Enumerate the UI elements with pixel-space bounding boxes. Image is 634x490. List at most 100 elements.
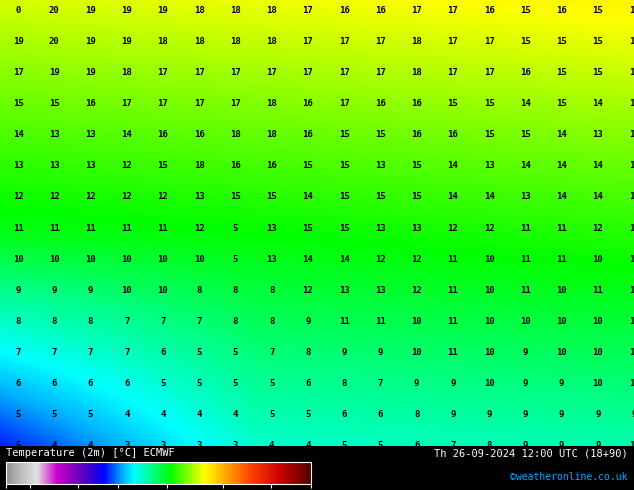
Text: 14: 14 — [484, 193, 495, 201]
Text: Th 26-09-2024 12:00 UTC (18+90): Th 26-09-2024 12:00 UTC (18+90) — [434, 448, 628, 458]
Text: 8: 8 — [233, 317, 238, 326]
Text: 15: 15 — [629, 99, 634, 108]
Text: 6: 6 — [342, 410, 347, 419]
Text: 16: 16 — [194, 130, 205, 139]
Text: 5: 5 — [269, 410, 275, 419]
Text: 6: 6 — [124, 379, 129, 388]
Text: 13: 13 — [629, 161, 634, 170]
Text: 4: 4 — [197, 410, 202, 419]
Text: 3: 3 — [197, 441, 202, 450]
Text: 18: 18 — [194, 37, 205, 46]
Text: 10: 10 — [411, 317, 422, 326]
Text: 16: 16 — [375, 99, 385, 108]
Text: 11: 11 — [520, 255, 531, 264]
Text: 11: 11 — [556, 255, 567, 264]
Text: 17: 17 — [13, 68, 23, 77]
Text: 17: 17 — [448, 37, 458, 46]
Text: 13: 13 — [194, 193, 205, 201]
Text: 13: 13 — [266, 223, 277, 233]
Text: 16: 16 — [556, 5, 567, 15]
Text: 15: 15 — [375, 193, 385, 201]
Text: 17: 17 — [158, 68, 168, 77]
Text: 11: 11 — [629, 286, 634, 295]
Text: 9: 9 — [414, 379, 419, 388]
Text: 14: 14 — [556, 193, 567, 201]
Text: 17: 17 — [158, 99, 168, 108]
Text: 5: 5 — [87, 410, 93, 419]
Text: 15: 15 — [592, 5, 603, 15]
Text: 3: 3 — [233, 441, 238, 450]
Text: 17: 17 — [484, 37, 495, 46]
Text: 3: 3 — [124, 441, 129, 450]
Text: 14: 14 — [520, 161, 531, 170]
Text: 9: 9 — [378, 348, 383, 357]
Text: 11: 11 — [339, 317, 349, 326]
Text: 20: 20 — [49, 5, 60, 15]
Text: 17: 17 — [448, 5, 458, 15]
Text: 5: 5 — [305, 410, 311, 419]
Text: 15: 15 — [339, 161, 349, 170]
Text: 19: 19 — [49, 68, 60, 77]
Text: 11: 11 — [448, 255, 458, 264]
Text: 14: 14 — [520, 99, 531, 108]
Text: 6: 6 — [378, 410, 383, 419]
Text: 10: 10 — [592, 379, 603, 388]
Text: 15: 15 — [49, 99, 60, 108]
Text: 6: 6 — [87, 379, 93, 388]
Text: 11: 11 — [49, 223, 60, 233]
Text: 10: 10 — [85, 255, 96, 264]
Text: 11: 11 — [158, 223, 168, 233]
Text: 12: 12 — [448, 223, 458, 233]
Text: 15: 15 — [520, 5, 531, 15]
Text: 7: 7 — [450, 441, 455, 450]
Text: 11: 11 — [121, 223, 132, 233]
Text: 15: 15 — [556, 99, 567, 108]
Text: 9: 9 — [51, 286, 57, 295]
Text: 16: 16 — [158, 130, 168, 139]
Text: 17: 17 — [375, 68, 385, 77]
Text: 16: 16 — [520, 68, 531, 77]
Text: 15: 15 — [520, 130, 531, 139]
Text: 4: 4 — [305, 441, 311, 450]
Text: 6: 6 — [51, 379, 57, 388]
Text: 13: 13 — [375, 161, 385, 170]
Text: 19: 19 — [121, 5, 132, 15]
Text: 6: 6 — [160, 348, 165, 357]
Text: 12: 12 — [484, 223, 495, 233]
Text: Temperature (2m) [°C] ECMWF: Temperature (2m) [°C] ECMWF — [6, 448, 175, 458]
Text: 17: 17 — [302, 37, 313, 46]
Text: 13: 13 — [375, 223, 385, 233]
Text: 11: 11 — [520, 286, 531, 295]
Text: 5: 5 — [233, 255, 238, 264]
Text: 18: 18 — [411, 37, 422, 46]
Text: 13: 13 — [411, 223, 422, 233]
Text: 5: 5 — [15, 410, 21, 419]
Text: 17: 17 — [121, 99, 132, 108]
Text: 5: 5 — [233, 348, 238, 357]
Text: 17: 17 — [339, 68, 349, 77]
Text: 12: 12 — [302, 286, 313, 295]
Text: 10: 10 — [556, 286, 567, 295]
Text: 17: 17 — [339, 99, 349, 108]
Text: 9: 9 — [559, 379, 564, 388]
Text: 13: 13 — [592, 130, 603, 139]
Text: 9: 9 — [595, 410, 600, 419]
Text: 14: 14 — [592, 193, 603, 201]
Text: 10: 10 — [520, 317, 531, 326]
Text: 15: 15 — [375, 130, 385, 139]
Text: 12: 12 — [13, 193, 23, 201]
Text: 18: 18 — [230, 37, 241, 46]
Text: 16: 16 — [448, 130, 458, 139]
Text: 12: 12 — [85, 193, 96, 201]
Text: 16: 16 — [339, 5, 349, 15]
Text: 15: 15 — [266, 193, 277, 201]
Text: 19: 19 — [158, 5, 168, 15]
Text: 9: 9 — [342, 348, 347, 357]
Text: 16: 16 — [375, 5, 385, 15]
Text: 8: 8 — [233, 286, 238, 295]
Text: 10: 10 — [592, 317, 603, 326]
Text: 12: 12 — [375, 255, 385, 264]
Text: 16: 16 — [411, 99, 422, 108]
Text: 7: 7 — [160, 317, 165, 326]
Text: 15: 15 — [592, 37, 603, 46]
